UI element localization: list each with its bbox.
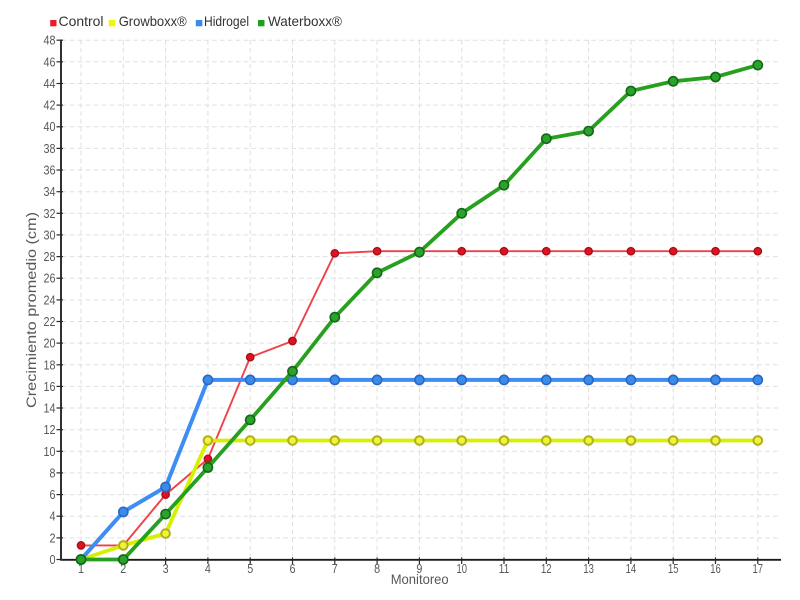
svg-text:5: 5 xyxy=(247,561,253,576)
svg-text:48: 48 xyxy=(44,33,56,48)
svg-text:Monitoreo: Monitoreo xyxy=(391,572,449,587)
svg-text:32: 32 xyxy=(44,206,56,221)
svg-text:4: 4 xyxy=(205,561,211,576)
svg-text:42: 42 xyxy=(44,98,56,113)
svg-text:40: 40 xyxy=(44,119,56,134)
svg-text:20: 20 xyxy=(44,336,56,351)
svg-text:30: 30 xyxy=(44,227,56,242)
svg-text:46: 46 xyxy=(44,54,56,69)
svg-text:2: 2 xyxy=(120,561,126,576)
svg-text:16: 16 xyxy=(44,379,56,394)
svg-text:3: 3 xyxy=(163,561,169,576)
svg-text:13: 13 xyxy=(583,561,594,576)
svg-text:15: 15 xyxy=(668,561,679,576)
svg-text:7: 7 xyxy=(332,561,338,576)
svg-text:22: 22 xyxy=(44,314,56,329)
svg-text:18: 18 xyxy=(44,357,56,372)
svg-text:10: 10 xyxy=(44,444,56,459)
svg-text:28: 28 xyxy=(44,249,56,264)
svg-text:Growboxx®: Growboxx® xyxy=(119,13,188,29)
svg-text:8: 8 xyxy=(374,561,380,576)
svg-text:38: 38 xyxy=(44,141,56,156)
svg-text:36: 36 xyxy=(44,163,56,178)
svg-text:6: 6 xyxy=(290,561,296,576)
svg-text:9: 9 xyxy=(416,561,422,576)
svg-text:12: 12 xyxy=(541,561,552,576)
svg-text:1: 1 xyxy=(78,561,84,576)
svg-text:10: 10 xyxy=(456,561,467,576)
svg-text:Hidrogel: Hidrogel xyxy=(204,13,249,29)
svg-text:8: 8 xyxy=(50,465,56,480)
svg-text:16: 16 xyxy=(710,561,721,576)
svg-text:11: 11 xyxy=(499,561,510,576)
svg-text:14: 14 xyxy=(44,401,56,416)
svg-text:Crecimiento promedio (cm): Crecimiento promedio (cm) xyxy=(23,212,39,408)
svg-text:6: 6 xyxy=(50,487,56,502)
svg-text:34: 34 xyxy=(44,184,56,199)
svg-text:17: 17 xyxy=(753,561,764,576)
svg-text:44: 44 xyxy=(44,76,56,91)
svg-text:Waterboxx®: Waterboxx® xyxy=(268,13,343,29)
svg-text:26: 26 xyxy=(44,271,56,286)
svg-text:14: 14 xyxy=(626,561,637,576)
svg-text:24: 24 xyxy=(44,292,56,307)
svg-text:Control: Control xyxy=(59,13,104,29)
svg-text:12: 12 xyxy=(44,422,56,437)
svg-text:4: 4 xyxy=(50,509,56,524)
svg-text:0: 0 xyxy=(50,552,56,567)
svg-text:2: 2 xyxy=(50,530,56,545)
